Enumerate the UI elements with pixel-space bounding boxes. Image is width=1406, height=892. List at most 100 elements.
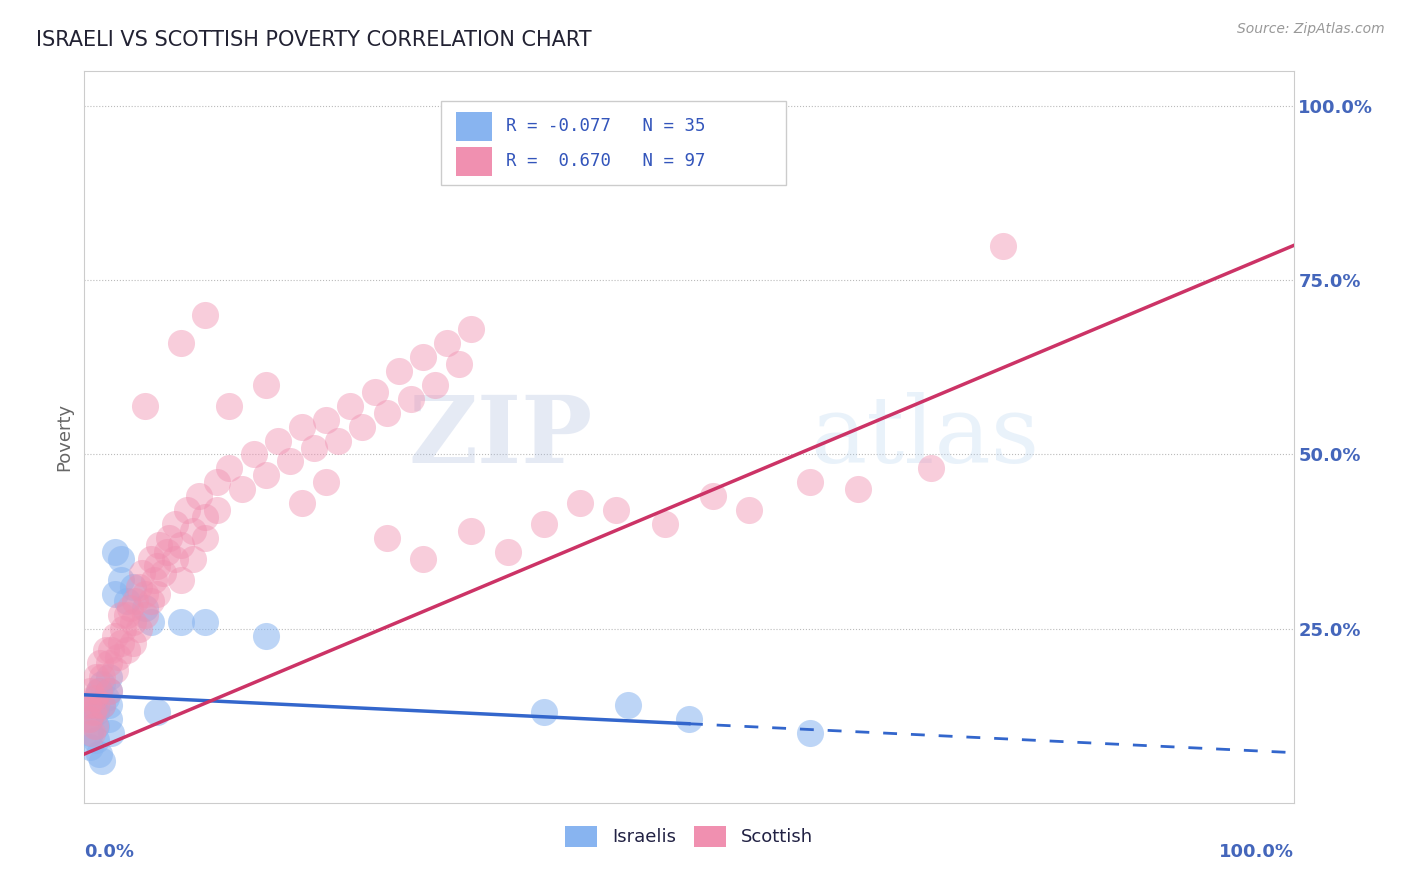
Point [375,531,398,545]
Point [218,461,240,475]
Point [107,649,129,664]
Point [157,531,180,545]
Point [110,635,132,649]
Point [352,419,374,434]
Text: atlas: atlas [810,392,1039,482]
Point [194,308,217,322]
Point [181,552,204,566]
Point [176,503,198,517]
Point [91,698,114,713]
Point [569,496,592,510]
Point [134,587,156,601]
Point [799,726,821,740]
Point [82,705,104,719]
Point [112,622,135,636]
Point [605,503,627,517]
Point [97,684,120,698]
Point [920,461,942,475]
Point [131,566,153,580]
Point [86,698,108,713]
Point [91,698,114,713]
Point [207,503,229,517]
Point [170,538,193,552]
Point [155,545,177,559]
Point [146,705,169,719]
Point [100,726,122,740]
Point [115,594,138,608]
Point [120,600,142,615]
Point [738,503,761,517]
Point [143,573,166,587]
Point [79,684,101,698]
Point [87,684,110,698]
Point [104,629,127,643]
Point [170,336,193,351]
Point [139,594,162,608]
Point [436,336,458,351]
Text: R =  0.670   N = 97: R = 0.670 N = 97 [506,153,706,170]
Point [97,712,120,726]
Point [702,489,724,503]
FancyBboxPatch shape [456,146,492,176]
Point [363,384,385,399]
Point [231,483,253,497]
Point [80,726,103,740]
Point [104,545,127,559]
Point [170,615,193,629]
Text: ISRAELI VS SCOTTISH POVERTY CORRELATION CHART: ISRAELI VS SCOTTISH POVERTY CORRELATION … [37,30,592,50]
Point [146,558,169,573]
Point [91,754,114,768]
Point [77,712,100,726]
Point [79,698,101,713]
Text: ZIP: ZIP [408,392,592,482]
Point [617,698,640,713]
FancyBboxPatch shape [441,101,786,185]
Point [91,670,114,684]
Point [97,670,120,684]
Point [496,545,519,559]
Point [79,740,101,755]
Point [128,622,150,636]
Point [115,642,138,657]
Point [148,538,170,552]
Point [139,615,162,629]
Point [86,670,108,684]
Point [218,399,240,413]
Point [254,377,277,392]
Point [254,629,277,643]
Point [654,517,676,532]
Point [110,552,132,566]
Point [100,642,122,657]
Point [115,607,138,622]
Point [139,552,162,566]
Point [152,566,174,580]
Y-axis label: Poverty: Poverty [55,403,73,471]
Point [87,747,110,761]
Point [423,377,446,392]
Point [412,552,434,566]
Point [121,615,143,629]
Point [134,600,156,615]
Point [399,392,422,406]
Point [328,434,350,448]
Point [121,580,143,594]
Text: R = -0.077   N = 35: R = -0.077 N = 35 [506,117,706,136]
Point [194,531,217,545]
Point [94,691,117,706]
Point [146,587,169,601]
Point [388,364,411,378]
Point [86,733,108,747]
Text: 100.0%: 100.0% [1219,843,1294,861]
Point [678,712,700,726]
Point [315,475,337,490]
Point [254,468,277,483]
Point [97,698,120,713]
Point [799,475,821,490]
Point [291,419,314,434]
Point [207,475,229,490]
Point [97,684,120,698]
Point [91,677,114,691]
Point [194,510,217,524]
Point [533,705,555,719]
Point [110,607,132,622]
